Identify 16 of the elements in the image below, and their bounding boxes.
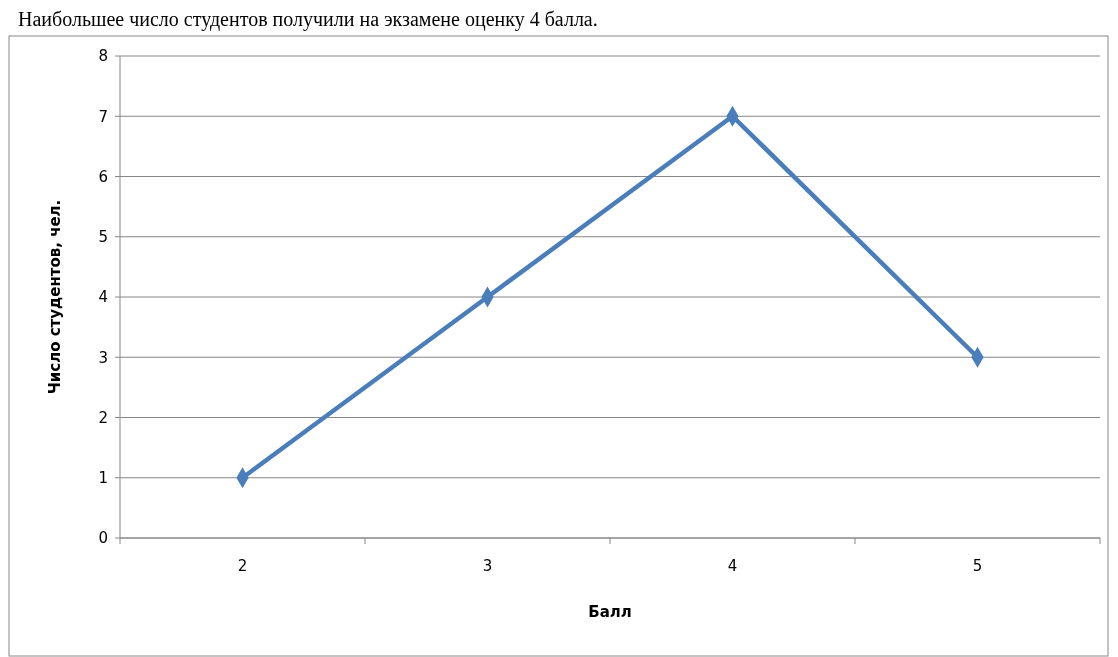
x-tick-label: 4 [727,557,738,575]
y-tick-label: 0 [98,529,108,548]
y-tick-label: 5 [98,228,108,246]
y-tick-label: 1 [98,469,108,487]
x-tick-label: 2 [237,557,248,575]
y-tick-label: 8 [98,47,108,66]
x-axis-title: Балл [588,603,632,621]
y-tick-label: 6 [98,167,108,186]
y-tick-label: 4 [98,288,108,307]
text: Наибольшее число студентов получили на экзамене оценку 4 балла. [18,8,598,31]
x-tick-label: 3 [482,557,493,575]
y-axis-title: Число студентов, чел. [46,199,64,395]
x-tick-label: 5 [972,557,983,575]
y-tick-label: 2 [98,408,108,427]
y-tick-label: 7 [98,107,108,126]
y-tick-label: 3 [98,348,108,367]
